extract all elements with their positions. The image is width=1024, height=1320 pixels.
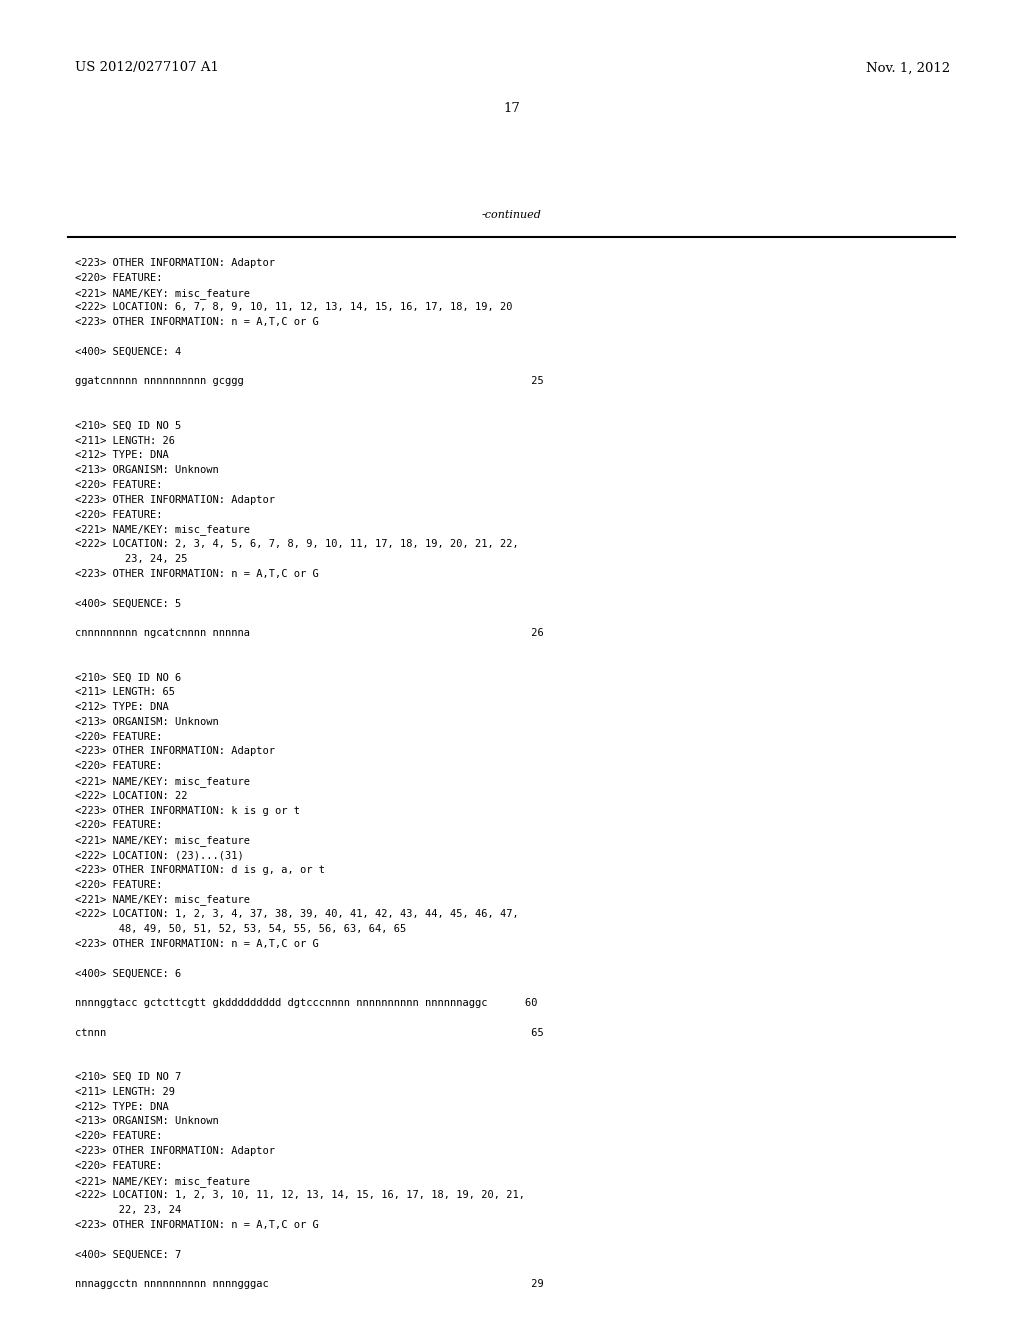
Text: 17: 17 [504,102,520,115]
Text: <400> SEQUENCE: 4: <400> SEQUENCE: 4 [75,347,181,356]
Text: nnnaggcctn nnnnnnnnnn nnnngggac                                          29: nnnaggcctn nnnnnnnnnn nnnngggac 29 [75,1279,544,1290]
Text: <220> FEATURE:: <220> FEATURE: [75,510,163,520]
Text: <223> OTHER INFORMATION: Adaptor: <223> OTHER INFORMATION: Adaptor [75,746,275,756]
Text: cnnnnnnnnn ngcatcnnnn nnnnna                                             26: cnnnnnnnnn ngcatcnnnn nnnnna 26 [75,628,544,638]
Text: <221> NAME/KEY: misc_feature: <221> NAME/KEY: misc_feature [75,895,250,906]
Text: <223> OTHER INFORMATION: n = A,T,C or G: <223> OTHER INFORMATION: n = A,T,C or G [75,317,318,327]
Text: ctnnn                                                                    65: ctnnn 65 [75,1027,544,1038]
Text: <223> OTHER INFORMATION: Adaptor: <223> OTHER INFORMATION: Adaptor [75,257,275,268]
Text: <211> LENGTH: 65: <211> LENGTH: 65 [75,688,175,697]
Text: US 2012/0277107 A1: US 2012/0277107 A1 [75,62,219,74]
Text: <223> OTHER INFORMATION: Adaptor: <223> OTHER INFORMATION: Adaptor [75,495,275,504]
Text: <220> FEATURE:: <220> FEATURE: [75,762,163,771]
Text: <222> LOCATION: 1, 2, 3, 4, 37, 38, 39, 40, 41, 42, 43, 44, 45, 46, 47,: <222> LOCATION: 1, 2, 3, 4, 37, 38, 39, … [75,909,519,919]
Text: <210> SEQ ID NO 6: <210> SEQ ID NO 6 [75,672,181,682]
Text: <223> OTHER INFORMATION: n = A,T,C or G: <223> OTHER INFORMATION: n = A,T,C or G [75,1220,318,1230]
Text: <210> SEQ ID NO 7: <210> SEQ ID NO 7 [75,1072,181,1082]
Text: <221> NAME/KEY: misc_feature: <221> NAME/KEY: misc_feature [75,288,250,298]
Text: <223> OTHER INFORMATION: k is g or t: <223> OTHER INFORMATION: k is g or t [75,805,300,816]
Text: <212> TYPE: DNA: <212> TYPE: DNA [75,1102,169,1111]
Text: <220> FEATURE:: <220> FEATURE: [75,879,163,890]
Text: <222> LOCATION: 1, 2, 3, 10, 11, 12, 13, 14, 15, 16, 17, 18, 19, 20, 21,: <222> LOCATION: 1, 2, 3, 10, 11, 12, 13,… [75,1191,525,1200]
Text: <223> OTHER INFORMATION: Adaptor: <223> OTHER INFORMATION: Adaptor [75,1146,275,1156]
Text: <222> LOCATION: 22: <222> LOCATION: 22 [75,791,187,801]
Text: <221> NAME/KEY: misc_feature: <221> NAME/KEY: misc_feature [75,836,250,846]
Text: <211> LENGTH: 26: <211> LENGTH: 26 [75,436,175,446]
Text: <221> NAME/KEY: misc_feature: <221> NAME/KEY: misc_feature [75,1176,250,1187]
Text: <210> SEQ ID NO 5: <210> SEQ ID NO 5 [75,421,181,430]
Text: <223> OTHER INFORMATION: n = A,T,C or G: <223> OTHER INFORMATION: n = A,T,C or G [75,569,318,578]
Text: 48, 49, 50, 51, 52, 53, 54, 55, 56, 63, 64, 65: 48, 49, 50, 51, 52, 53, 54, 55, 56, 63, … [75,924,407,935]
Text: <223> OTHER INFORMATION: d is g, a, or t: <223> OTHER INFORMATION: d is g, a, or t [75,865,325,875]
Text: <222> LOCATION: 6, 7, 8, 9, 10, 11, 12, 13, 14, 15, 16, 17, 18, 19, 20: <222> LOCATION: 6, 7, 8, 9, 10, 11, 12, … [75,302,512,313]
Text: 23, 24, 25: 23, 24, 25 [75,554,187,564]
Text: <220> FEATURE:: <220> FEATURE: [75,1160,163,1171]
Text: <212> TYPE: DNA: <212> TYPE: DNA [75,450,169,461]
Text: Nov. 1, 2012: Nov. 1, 2012 [866,62,950,74]
Text: <220> FEATURE:: <220> FEATURE: [75,480,163,490]
Text: 22, 23, 24: 22, 23, 24 [75,1205,181,1216]
Text: <220> FEATURE:: <220> FEATURE: [75,821,163,830]
Text: <213> ORGANISM: Unknown: <213> ORGANISM: Unknown [75,717,219,727]
Text: -continued: -continued [482,210,542,220]
Text: <213> ORGANISM: Unknown: <213> ORGANISM: Unknown [75,1117,219,1126]
Text: <212> TYPE: DNA: <212> TYPE: DNA [75,702,169,711]
Text: <221> NAME/KEY: misc_feature: <221> NAME/KEY: misc_feature [75,524,250,536]
Text: <222> LOCATION: (23)...(31): <222> LOCATION: (23)...(31) [75,850,244,861]
Text: nnnnggtacc gctcttcgtt gkddddddddd dgtcccnnnn nnnnnnnnnn nnnnnnaggc      60: nnnnggtacc gctcttcgtt gkddddddddd dgtccc… [75,998,538,1008]
Text: <221> NAME/KEY: misc_feature: <221> NAME/KEY: misc_feature [75,776,250,787]
Text: <400> SEQUENCE: 7: <400> SEQUENCE: 7 [75,1250,181,1259]
Text: <220> FEATURE:: <220> FEATURE: [75,273,163,282]
Text: <222> LOCATION: 2, 3, 4, 5, 6, 7, 8, 9, 10, 11, 17, 18, 19, 20, 21, 22,: <222> LOCATION: 2, 3, 4, 5, 6, 7, 8, 9, … [75,539,519,549]
Text: <223> OTHER INFORMATION: n = A,T,C or G: <223> OTHER INFORMATION: n = A,T,C or G [75,939,318,949]
Text: <400> SEQUENCE: 6: <400> SEQUENCE: 6 [75,969,181,978]
Text: <211> LENGTH: 29: <211> LENGTH: 29 [75,1086,175,1097]
Text: <213> ORGANISM: Unknown: <213> ORGANISM: Unknown [75,465,219,475]
Text: <220> FEATURE:: <220> FEATURE: [75,1131,163,1142]
Text: ggatcnnnnn nnnnnnnnnn gcggg                                              25: ggatcnnnnn nnnnnnnnnn gcggg 25 [75,376,544,387]
Text: <220> FEATURE:: <220> FEATURE: [75,731,163,742]
Text: <400> SEQUENCE: 5: <400> SEQUENCE: 5 [75,598,181,609]
